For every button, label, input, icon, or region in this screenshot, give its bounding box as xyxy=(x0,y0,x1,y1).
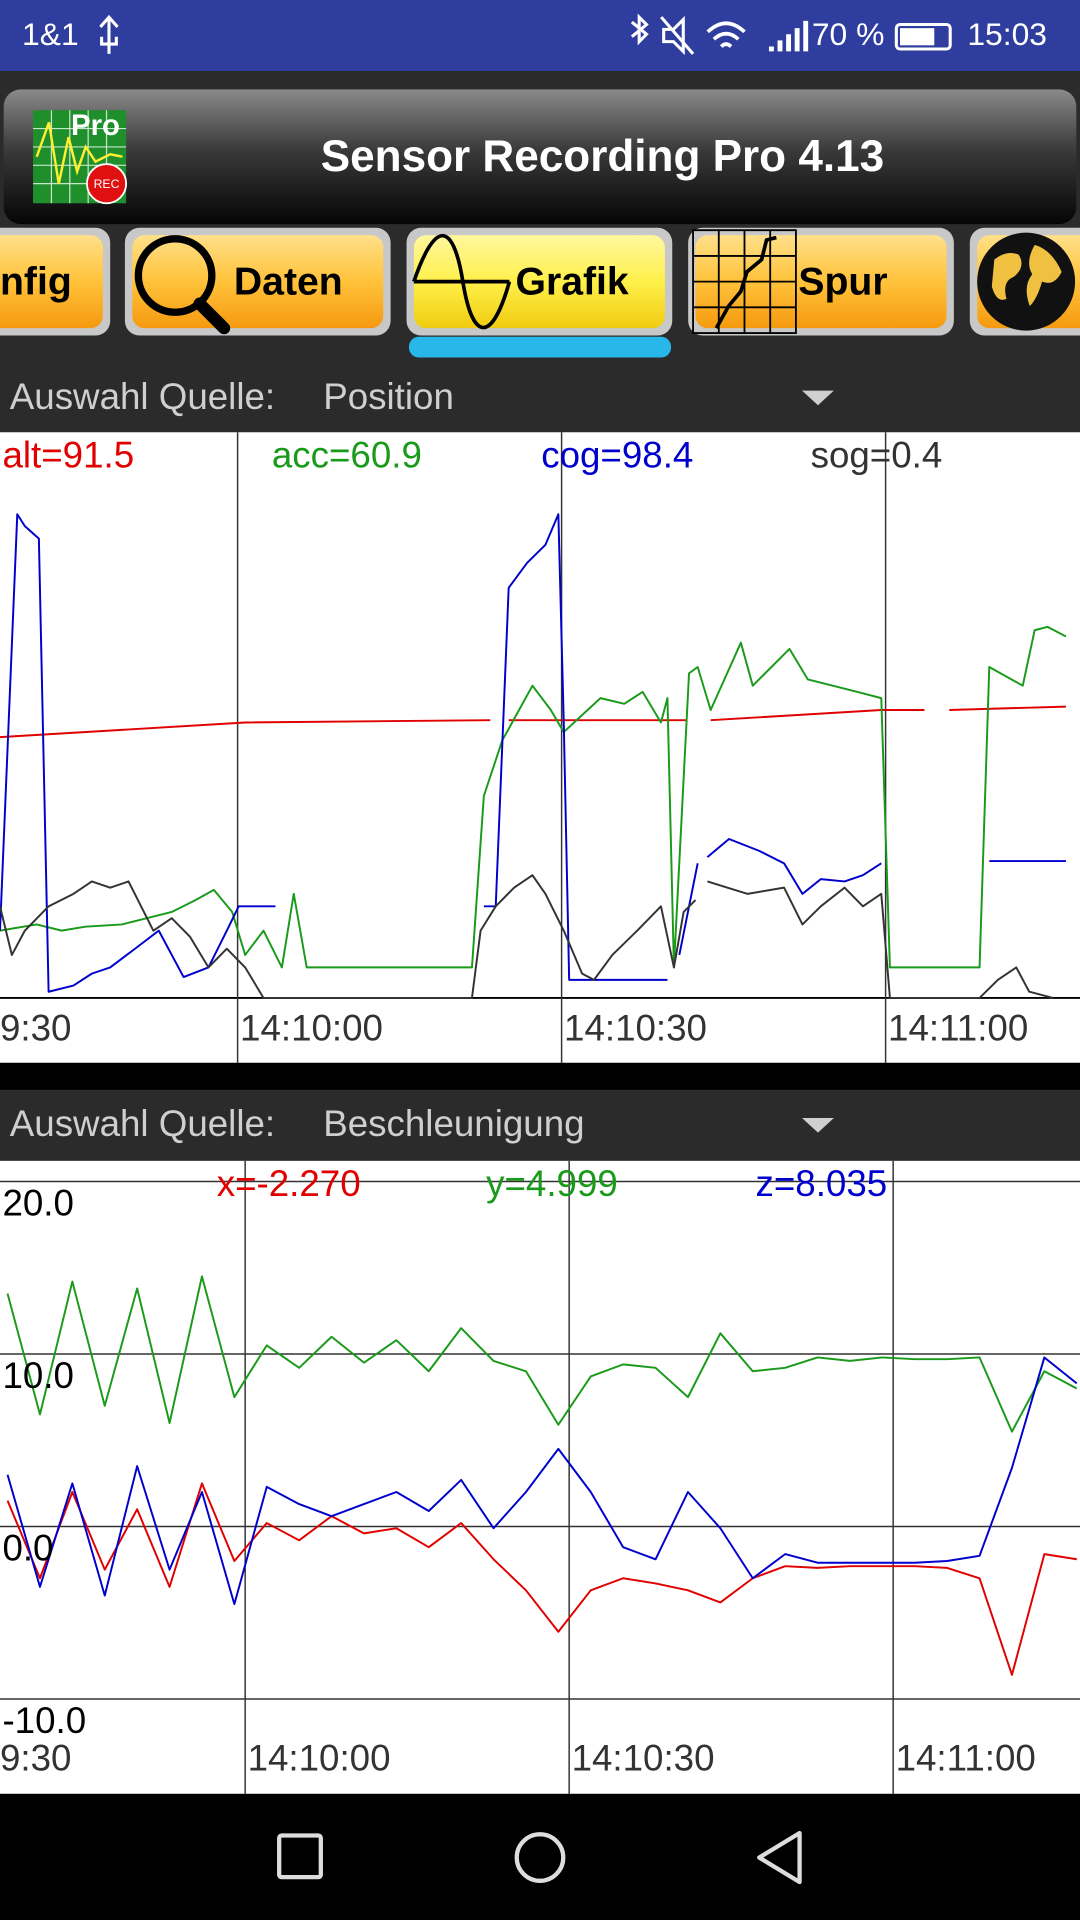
globe-land xyxy=(991,244,1062,307)
labels: 9:30 14:10:00 14:10:30 14:11:00 alt=91.5 acc=… xyxy=(0,435,1028,1049)
globe-icon xyxy=(977,232,1076,331)
logo-wave xyxy=(35,122,123,184)
data-line xyxy=(0,625,1067,969)
acceleration-chart: 9:30 14:10:00 14:10:30 14:11:00 20.0 10.0 0.0 -… xyxy=(0,1160,1080,1794)
legend-label: acc=60.9 xyxy=(272,435,422,476)
wifi-icon xyxy=(706,21,746,48)
logo-rec-text: REC xyxy=(94,177,120,191)
lines xyxy=(6,1275,1078,1676)
x-tick-label: 14:10:30 xyxy=(572,1738,715,1779)
selector-value: Beschleunigung xyxy=(323,1103,584,1144)
tab-button xyxy=(413,235,665,329)
selector-value: Position xyxy=(323,376,454,417)
data-line xyxy=(0,705,1066,739)
mute-icon xyxy=(660,15,695,56)
battery-level: 70 % xyxy=(812,16,885,52)
selector-background xyxy=(0,364,1080,433)
chart-background xyxy=(0,1160,1080,1794)
source-selector[interactable]: Auswahl Quelle: Beschleunigung xyxy=(0,1089,1080,1161)
x-tick-label: 14:10:00 xyxy=(240,1008,383,1049)
tab[interactable]: Spur xyxy=(688,227,954,336)
tab-label: Grafik xyxy=(516,260,629,303)
logo-rec-badge xyxy=(86,163,128,205)
x-tick-label: 14:10:00 xyxy=(248,1738,391,1779)
carrier: 1&1 xyxy=(22,16,79,52)
tab[interactable]: Daten xyxy=(124,227,391,336)
tab-label: nfig xyxy=(0,260,72,303)
bluetooth-icon xyxy=(630,13,649,46)
dropdown-arrow xyxy=(802,1117,834,1133)
tab-button xyxy=(0,235,103,329)
legend-label: x=-2.270 xyxy=(217,1163,361,1204)
data-line xyxy=(6,1275,1078,1433)
x-tick-label: 14:10:30 xyxy=(564,1008,707,1049)
data-line xyxy=(0,513,1066,993)
tab[interactable] xyxy=(969,227,1080,336)
magnifier-icon xyxy=(134,235,216,316)
logo-text: Pro xyxy=(71,109,120,142)
legend-label: cog=98.4 xyxy=(541,435,693,476)
selector-label: Auswahl Quelle: xyxy=(10,376,275,417)
tab[interactable]: Grafik xyxy=(406,227,673,358)
selector-label: Auswahl Quelle: xyxy=(10,1103,275,1144)
legend-label: y=4.999 xyxy=(486,1163,618,1204)
data-line xyxy=(6,1482,1077,1676)
active-tab-indicator xyxy=(408,336,672,358)
x-tick-label: 9:30 xyxy=(0,1738,71,1779)
back-button[interactable] xyxy=(757,1830,802,1885)
app-title: Sensor Recording Pro 4.13 xyxy=(321,132,884,181)
tab-label: Spur xyxy=(798,260,887,303)
selector-background xyxy=(0,1089,1080,1161)
legend-label: z=8.035 xyxy=(756,1163,888,1204)
track-path-icon xyxy=(714,235,777,330)
grid xyxy=(0,1160,1080,1794)
y-tick-label: -10.0 xyxy=(2,1700,86,1741)
y-tick-label: 0.0 xyxy=(2,1528,53,1569)
x-tick-label: 14:11:00 xyxy=(896,1738,1036,1779)
usb-icon xyxy=(99,14,119,54)
recent-apps-button[interactable] xyxy=(277,1833,323,1880)
tab[interactable]: nfig xyxy=(0,227,111,336)
x-tick-label: 14:11:00 xyxy=(888,1008,1028,1049)
dropdown-arrow xyxy=(802,390,834,406)
tab-label: Daten xyxy=(234,260,343,303)
legend-label: alt=91.5 xyxy=(2,435,134,476)
y-tick-label: 10.0 xyxy=(2,1355,73,1396)
clock: 15:03 xyxy=(967,16,1047,52)
y-tick-label: 20.0 xyxy=(2,1183,73,1224)
home-button[interactable] xyxy=(514,1832,566,1883)
source-selector[interactable]: Auswahl Quelle: Position xyxy=(0,364,1080,433)
position-chart: 9:30 14:10:00 14:10:30 14:11:00 alt=91.5 acc=… xyxy=(0,432,1067,1063)
data-line xyxy=(0,874,1054,999)
tab-button xyxy=(695,235,947,329)
app-header xyxy=(3,89,1077,225)
signal-icon xyxy=(768,20,809,52)
app-logo: Pro REC xyxy=(33,109,128,205)
magnifier-handle xyxy=(193,297,231,335)
lines xyxy=(0,513,1067,999)
battery-fill xyxy=(900,28,935,46)
grid xyxy=(236,432,887,1063)
battery-icon xyxy=(894,22,952,51)
data-line xyxy=(6,1356,1078,1606)
sine-icon xyxy=(412,234,512,330)
chart-background xyxy=(0,432,1080,1063)
labels: 9:30 14:10:00 14:10:30 14:11:00 20.0 10.0 0.0 -… xyxy=(0,1163,1036,1778)
navigation-bar xyxy=(0,1793,1080,1920)
legend-label: sog=0.4 xyxy=(811,435,943,476)
separator xyxy=(0,1062,1080,1090)
x-tick-label: 9:30 xyxy=(0,1008,71,1049)
